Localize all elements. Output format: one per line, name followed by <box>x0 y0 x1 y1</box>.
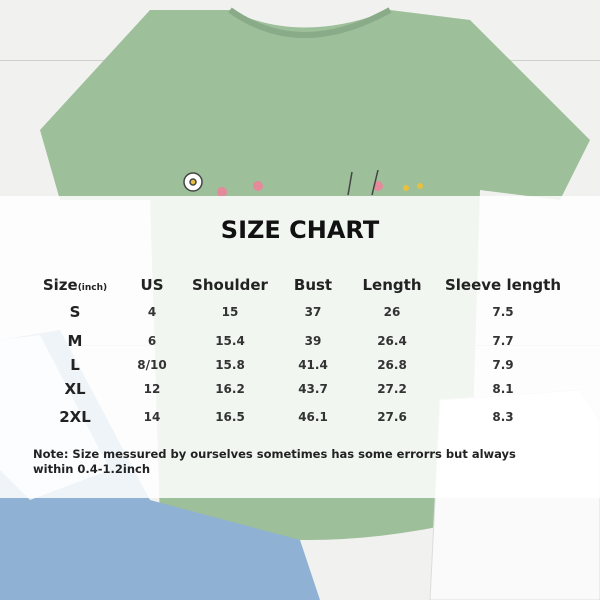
cell-size: 2XL <box>59 408 91 426</box>
cell-size: S <box>69 303 81 321</box>
cell-us: 8/10 <box>137 358 167 372</box>
header-sleeve-length: Sleeve length <box>444 276 562 294</box>
cell-sleeve: 8.1 <box>492 382 514 396</box>
size-chart-panel <box>0 196 600 498</box>
cell-us: 12 <box>143 382 161 396</box>
cell-shoulder: 15.4 <box>215 334 245 348</box>
cell-sleeve: 8.3 <box>492 410 514 424</box>
cell-shoulder: 15 <box>221 305 239 319</box>
header-us: US <box>140 276 164 294</box>
cell-size: L <box>70 356 80 374</box>
cell-size: M <box>67 332 83 350</box>
note-text: Note: Size messured by ourselves sometim… <box>33 447 516 476</box>
cell-length: 27.2 <box>377 382 407 396</box>
cell-sleeve: 7.5 <box>492 305 514 319</box>
cell-sleeve: 7.9 <box>492 358 514 372</box>
cell-shoulder: 16.5 <box>215 410 245 424</box>
cell-bust: 46.1 <box>298 410 328 424</box>
cell-us: 6 <box>147 334 157 348</box>
cell-length: 27.6 <box>377 410 407 424</box>
flower-print <box>183 169 423 197</box>
cell-bust: 37 <box>304 305 322 319</box>
cell-bust: 39 <box>304 334 322 348</box>
cell-shoulder: 16.2 <box>215 382 245 396</box>
cell-us: 14 <box>143 410 161 424</box>
cell-size: XL <box>64 380 86 398</box>
cell-length: 26 <box>383 305 401 319</box>
cell-sleeve: 7.7 <box>492 334 514 348</box>
cell-length: 26.4 <box>377 334 407 348</box>
header-bust: Bust <box>293 276 333 294</box>
header-shoulder: Shoulder <box>192 276 268 294</box>
header-size: Size(inch) <box>42 276 108 294</box>
cell-bust: 41.4 <box>298 358 328 372</box>
cell-bust: 43.7 <box>298 382 328 396</box>
chart-title: SIZE CHART <box>220 216 380 244</box>
cell-length: 26.8 <box>377 358 407 372</box>
header-length: Length <box>362 276 422 294</box>
cell-shoulder: 15.8 <box>215 358 245 372</box>
cell-us: 4 <box>147 305 157 319</box>
